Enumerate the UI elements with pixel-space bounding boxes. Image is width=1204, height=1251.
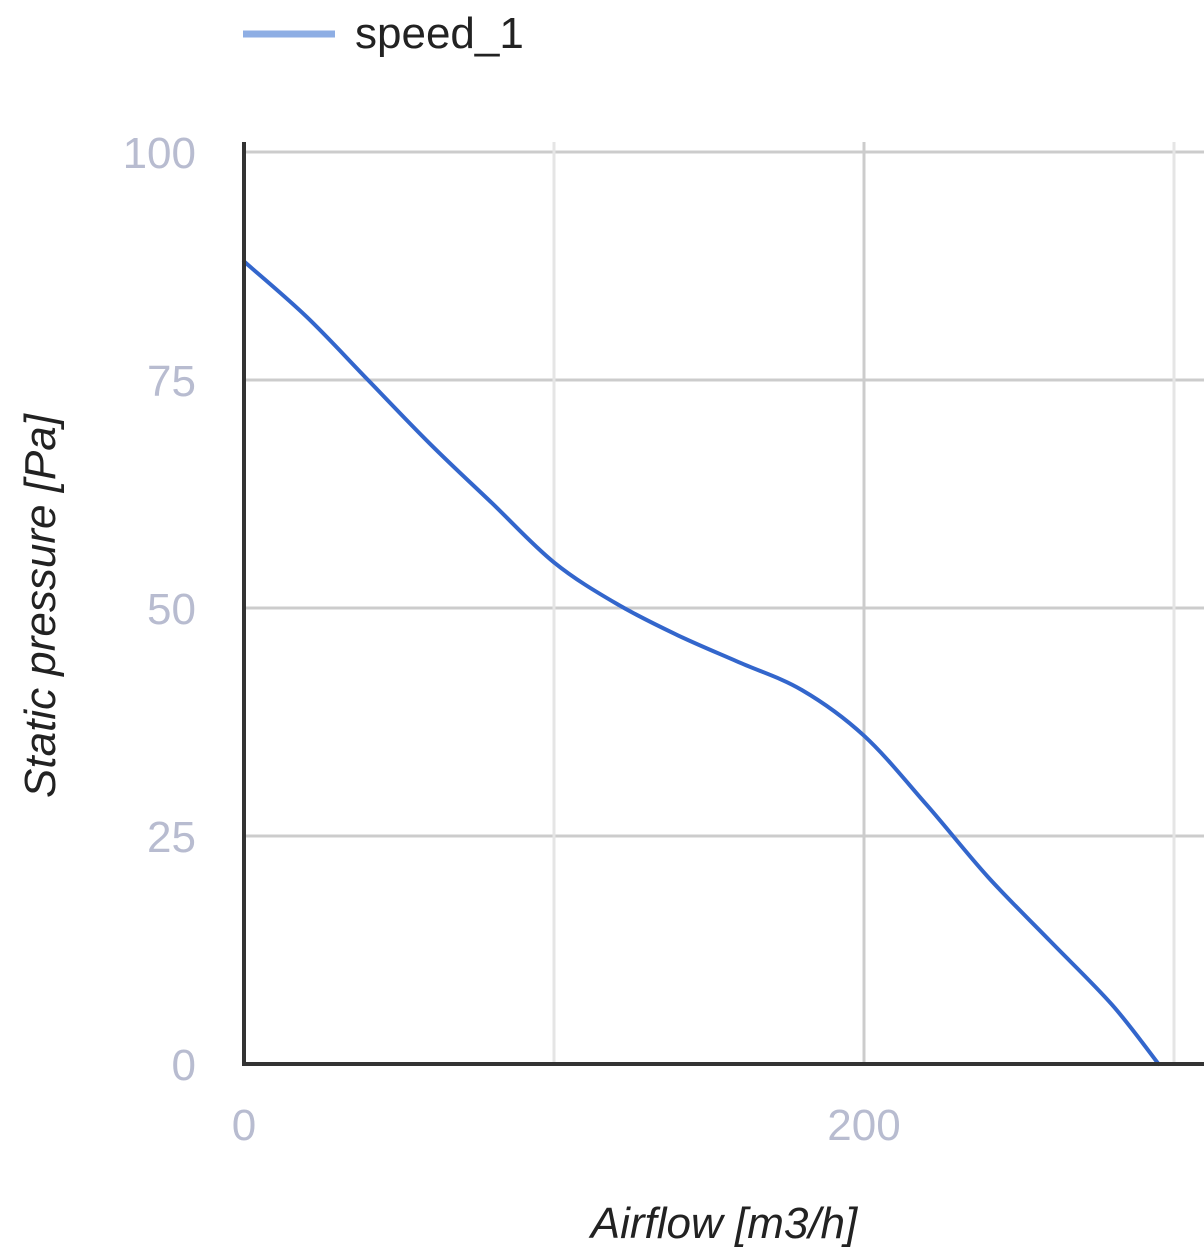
series-line-speed-1: [242, 259, 1161, 1066]
series-layer: [242, 259, 1161, 1066]
y-tick-label: 50: [147, 585, 196, 634]
y-tick-label: 100: [123, 129, 196, 178]
gridlines: [244, 142, 1204, 1064]
axes: [242, 142, 1204, 1066]
legend-label-speed-1: speed_1: [355, 9, 524, 58]
y-tick-label: 25: [147, 813, 196, 862]
y-tick-label: 75: [147, 357, 196, 406]
y-tick-label: 0: [172, 1041, 196, 1090]
legend: speed_1: [243, 9, 524, 58]
y-axis-title: Static pressure [Pa]: [16, 412, 65, 798]
x-tick-label: 0: [232, 1101, 256, 1150]
x-axis-title: Airflow [m3/h]: [588, 1199, 859, 1248]
x-tick-labels: 0 200: [232, 1101, 901, 1150]
x-tick-label: 200: [827, 1101, 900, 1150]
y-tick-labels: 0 25 50 75 100: [123, 129, 196, 1090]
